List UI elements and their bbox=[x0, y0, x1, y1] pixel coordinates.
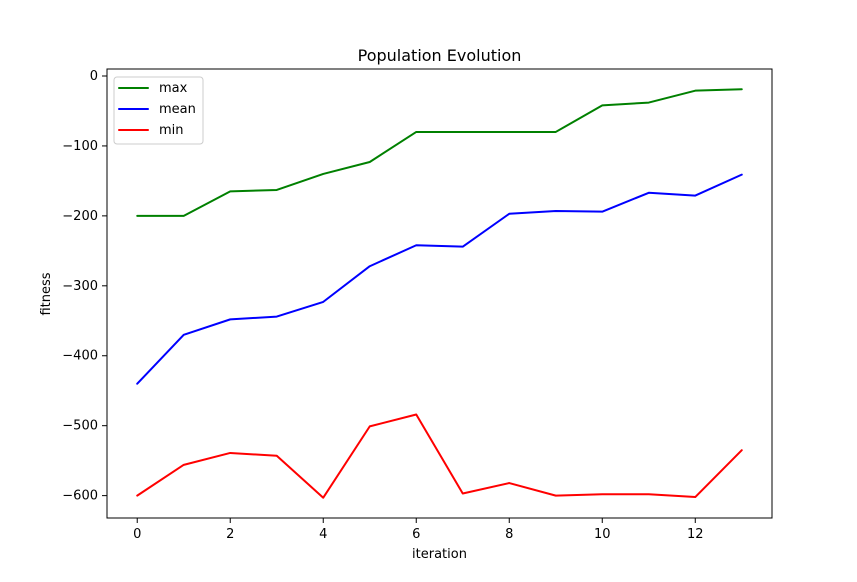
x-tick-label: 4 bbox=[319, 527, 327, 542]
legend-item-min: min bbox=[118, 123, 184, 138]
y-tick-label: −100 bbox=[62, 139, 98, 154]
y-tick-label: −600 bbox=[62, 489, 98, 504]
series-layer bbox=[136, 88, 743, 499]
y-axis-label: fitness bbox=[39, 272, 54, 315]
legend: max mean min bbox=[113, 76, 204, 145]
series-line-max bbox=[136, 88, 743, 217]
legend-box bbox=[113, 76, 204, 145]
series-line-min bbox=[136, 413, 743, 499]
legend-label: max bbox=[159, 81, 188, 96]
y-tick-label: 0 bbox=[90, 69, 98, 84]
plot-frame bbox=[106, 68, 773, 519]
y-tick-label: −500 bbox=[62, 419, 98, 434]
x-tick-label: 6 bbox=[412, 527, 420, 542]
x-axis-label: iteration bbox=[412, 547, 467, 562]
plot-background bbox=[107, 69, 772, 518]
x-tick-label: 2 bbox=[226, 527, 234, 542]
x-tick-label: 8 bbox=[505, 527, 513, 542]
series-line-mean bbox=[136, 173, 743, 385]
legend-label: mean bbox=[159, 102, 196, 117]
y-tick-label: −200 bbox=[62, 209, 98, 224]
legend-label: min bbox=[159, 123, 184, 138]
y-tick-label: −400 bbox=[62, 349, 98, 364]
x-axis-ticks: 0 2 4 6 8 10 12 bbox=[133, 518, 704, 542]
y-axis-ticks: 0 −100 −200 −300 −400 −500 −600 bbox=[62, 69, 107, 504]
x-tick-label: 10 bbox=[594, 527, 611, 542]
x-tick-label: 12 bbox=[687, 527, 704, 542]
x-tick-label: 0 bbox=[133, 527, 141, 542]
chart-title: Population Evolution bbox=[358, 46, 522, 65]
legend-item-mean: mean bbox=[118, 102, 196, 117]
legend-item-max: max bbox=[118, 81, 188, 96]
y-tick-label: −300 bbox=[62, 279, 98, 294]
